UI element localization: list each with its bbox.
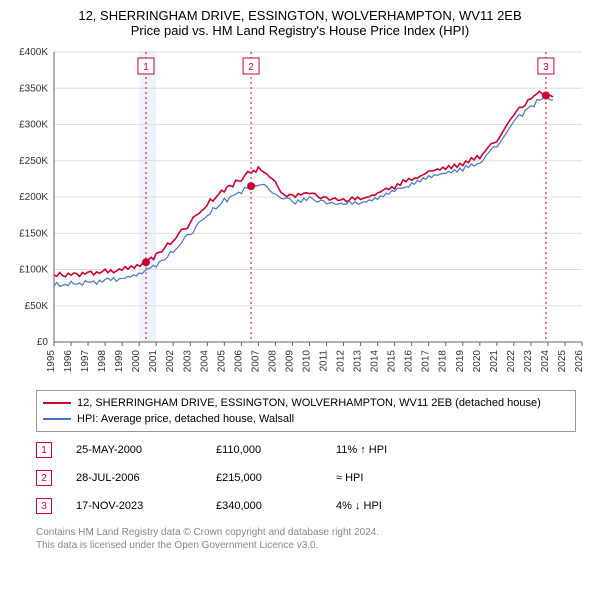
chart-title: 12, SHERRINGHAM DRIVE, ESSINGTON, WOLVER… — [8, 8, 592, 38]
transaction-row: 3 17-NOV-2023 £340,000 4% ↓ HPI — [36, 492, 576, 520]
svg-text:2020: 2020 — [472, 350, 483, 373]
transaction-date: 25-MAY-2000 — [76, 444, 216, 456]
svg-text:2023: 2023 — [523, 350, 534, 373]
transaction-price: £110,000 — [216, 444, 336, 456]
svg-text:2015: 2015 — [387, 350, 398, 373]
svg-text:2000: 2000 — [131, 350, 142, 373]
svg-text:£100K: £100K — [19, 265, 48, 276]
svg-text:3: 3 — [543, 62, 549, 73]
title-line-2: Price paid vs. HM Land Registry's House … — [8, 23, 592, 38]
svg-text:1999: 1999 — [114, 350, 125, 373]
svg-text:2005: 2005 — [216, 350, 227, 373]
legend-swatch-subject — [43, 402, 71, 404]
svg-text:£0: £0 — [37, 337, 49, 348]
svg-text:2021: 2021 — [489, 350, 500, 373]
svg-text:2003: 2003 — [182, 350, 193, 373]
svg-text:2026: 2026 — [574, 350, 585, 373]
svg-text:2001: 2001 — [148, 350, 159, 373]
svg-text:2025: 2025 — [557, 350, 568, 373]
svg-text:2004: 2004 — [199, 350, 210, 373]
transaction-marker-2: 2 — [36, 470, 52, 486]
svg-text:2007: 2007 — [250, 350, 261, 373]
transaction-row: 2 28-JUL-2006 £215,000 ≈ HPI — [36, 464, 576, 492]
transaction-relative: ≈ HPI — [336, 472, 456, 484]
svg-text:2: 2 — [248, 62, 254, 73]
transaction-row: 1 25-MAY-2000 £110,000 11% ↑ HPI — [36, 436, 576, 464]
footnote-line-1: Contains HM Land Registry data © Crown c… — [36, 526, 592, 539]
transaction-price: £215,000 — [216, 472, 336, 484]
legend-label-subject: 12, SHERRINGHAM DRIVE, ESSINGTON, WOLVER… — [77, 397, 541, 409]
svg-text:£50K: £50K — [25, 301, 49, 312]
svg-text:2016: 2016 — [404, 350, 415, 373]
svg-text:2024: 2024 — [540, 350, 551, 373]
svg-text:2014: 2014 — [370, 350, 381, 373]
legend-row-subject: 12, SHERRINGHAM DRIVE, ESSINGTON, WOLVER… — [43, 395, 569, 411]
transaction-marker-3: 3 — [36, 498, 52, 514]
svg-text:2019: 2019 — [455, 350, 466, 373]
svg-text:2008: 2008 — [267, 350, 278, 373]
legend-label-hpi: HPI: Average price, detached house, Wals… — [77, 413, 294, 425]
transaction-marker-1: 1 — [36, 442, 52, 458]
chart-svg: £0 £50K £100K £150K £200K £250K £300K £350K £400… — [8, 44, 592, 384]
svg-text:1996: 1996 — [63, 350, 74, 373]
svg-text:2006: 2006 — [233, 350, 244, 373]
svg-text:1998: 1998 — [97, 350, 108, 373]
svg-text:2018: 2018 — [438, 350, 449, 373]
transaction-relative: 4% ↓ HPI — [336, 500, 456, 512]
transaction-table: 1 25-MAY-2000 £110,000 11% ↑ HPI 2 28-JU… — [36, 436, 576, 520]
price-chart: £0 £50K £100K £150K £200K £250K £300K £350K £400… — [8, 44, 592, 384]
legend-swatch-hpi — [43, 418, 71, 420]
svg-text:£350K: £350K — [19, 83, 48, 94]
svg-text:1997: 1997 — [80, 350, 91, 373]
svg-text:2011: 2011 — [319, 350, 330, 372]
svg-text:2013: 2013 — [353, 350, 364, 373]
svg-text:1: 1 — [143, 62, 149, 73]
svg-text:2012: 2012 — [336, 350, 347, 373]
svg-text:£200K: £200K — [19, 192, 48, 203]
svg-text:1995: 1995 — [46, 350, 57, 373]
svg-text:£250K: £250K — [19, 156, 48, 167]
svg-text:2017: 2017 — [421, 350, 432, 373]
title-line-1: 12, SHERRINGHAM DRIVE, ESSINGTON, WOLVER… — [8, 8, 592, 23]
legend: 12, SHERRINGHAM DRIVE, ESSINGTON, WOLVER… — [36, 390, 576, 432]
svg-text:2022: 2022 — [506, 350, 517, 373]
svg-text:2010: 2010 — [301, 350, 312, 373]
footnote-line-2: This data is licensed under the Open Gov… — [36, 539, 592, 552]
svg-text:2002: 2002 — [165, 350, 176, 373]
footnote: Contains HM Land Registry data © Crown c… — [36, 526, 592, 552]
transaction-date: 17-NOV-2023 — [76, 500, 216, 512]
legend-row-hpi: HPI: Average price, detached house, Wals… — [43, 411, 569, 427]
svg-text:£400K: £400K — [19, 47, 48, 58]
transaction-price: £340,000 — [216, 500, 336, 512]
svg-text:£150K: £150K — [19, 228, 48, 239]
svg-text:2009: 2009 — [284, 350, 295, 373]
svg-text:£300K: £300K — [19, 120, 48, 131]
transaction-relative: 11% ↑ HPI — [336, 444, 456, 456]
transaction-date: 28-JUL-2006 — [76, 472, 216, 484]
